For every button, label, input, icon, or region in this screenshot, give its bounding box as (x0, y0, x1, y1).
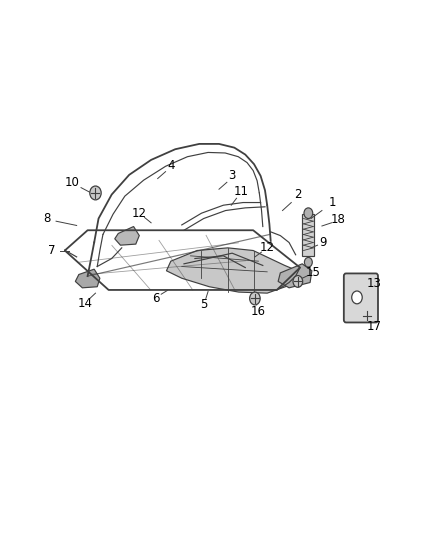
Polygon shape (278, 264, 312, 288)
Text: 15: 15 (306, 266, 321, 279)
Text: 5: 5 (200, 298, 207, 311)
Text: 10: 10 (65, 176, 80, 189)
Text: 6: 6 (152, 292, 159, 305)
Text: 13: 13 (367, 277, 382, 290)
Polygon shape (75, 269, 100, 288)
Text: 8: 8 (44, 212, 51, 225)
Text: 14: 14 (78, 297, 93, 310)
Circle shape (250, 292, 260, 305)
Text: 12: 12 (260, 241, 275, 254)
FancyBboxPatch shape (344, 273, 378, 322)
Text: 9: 9 (319, 236, 327, 249)
Text: 18: 18 (331, 213, 346, 226)
Circle shape (304, 208, 313, 219)
Text: 4: 4 (167, 159, 175, 172)
Text: 1: 1 (329, 196, 337, 209)
Text: 17: 17 (367, 320, 382, 333)
Circle shape (293, 276, 303, 287)
Text: 12: 12 (132, 207, 147, 220)
Text: 7: 7 (48, 244, 56, 257)
Text: 16: 16 (251, 305, 266, 318)
Polygon shape (166, 248, 300, 293)
Text: 11: 11 (233, 185, 248, 198)
Polygon shape (115, 227, 139, 245)
Circle shape (362, 309, 372, 322)
Text: 2: 2 (294, 188, 302, 201)
Bar (302, 214, 314, 256)
Text: 3: 3 (229, 169, 236, 182)
Circle shape (304, 257, 312, 267)
Circle shape (352, 291, 362, 304)
Circle shape (90, 186, 101, 200)
